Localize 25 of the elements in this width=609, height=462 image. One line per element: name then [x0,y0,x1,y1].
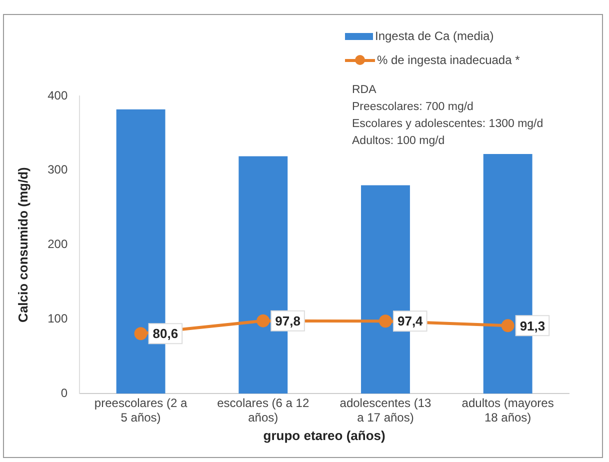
y-tick-label: 0 [60,386,68,400]
y-tick-label: 300 [48,162,68,177]
y-tick-label: 100 [48,312,68,326]
legend-label: % de ingesta inadecuada * [377,53,520,67]
point [256,314,270,328]
x-tick-label: adultos (mayores 18 años) [462,396,554,425]
point [134,327,148,340]
point [378,314,392,328]
y-tick-label: 200 [48,237,68,252]
data-label: 91,3 [520,318,546,334]
x-tick-label: escolares (6 a 12 años) [217,396,310,425]
annotation: Escolares y adolescentes: 1300 mg/d [352,117,544,132]
data-label: 80,6 [152,326,178,342]
annotation: RDA [352,83,378,98]
data-label: 97,4 [397,314,424,329]
annotation: Preescolares: 700 mg/d [352,100,474,115]
data-label: 97,8 [275,313,300,328]
legend-label: Ingesta de Ca (media) [375,29,494,43]
point [501,319,514,332]
y-tick-label: 400 [48,88,68,102]
x-tick-label: preescolares (2 a 5 años) [94,396,188,425]
annotation: Adultos: 100 mg/d [352,134,446,149]
y-axis-title: Calcio consumido (mg/d) [15,167,30,322]
x-tick-label: adolescentes (13 a 17 años) [340,396,432,425]
x-axis-title: grupo etareo (años) [263,428,386,443]
